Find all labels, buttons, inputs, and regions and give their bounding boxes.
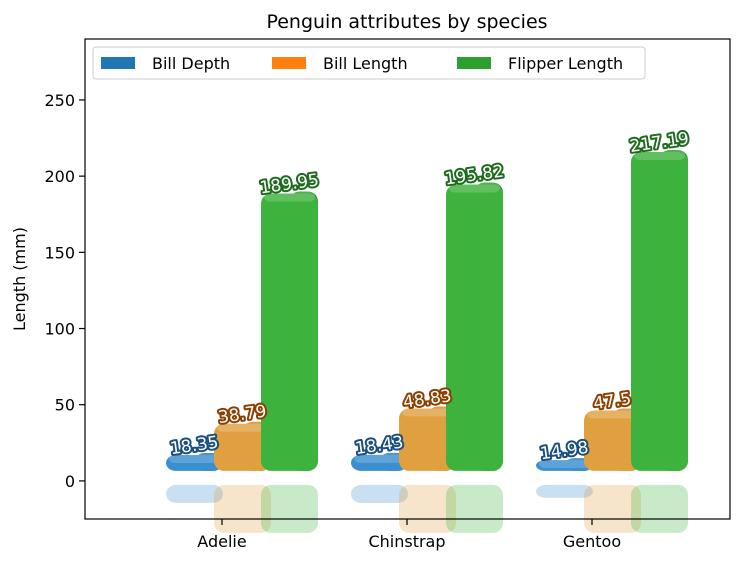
y-tick-label-3: 150 [44,243,75,262]
x-tick-label-2: Gentoo [563,532,621,551]
bar-top-2-1 [449,182,500,193]
chart-title: Penguin attributes by species [266,11,547,33]
y-axis: 0 50 100 150 200 250 [44,91,85,491]
legend-label-0: Bill Depth [152,54,230,73]
bar-top-2-0 [264,191,315,202]
y-tick-label-0: 0 [65,472,75,491]
bar-bill-length-0 [214,423,271,471]
bar-top-0-1 [354,452,405,463]
data-label-2-0: 189.95 [259,170,321,198]
bar-reflection-1-1 [399,484,456,533]
bar-reflection-2-1 [446,484,503,533]
legend: Bill Depth Bill Length Flipper Length [92,46,646,80]
y-tick-label-5: 250 [44,91,75,110]
y-tick-label-1: 50 [55,396,75,415]
bar-reflection-0-0 [166,484,223,503]
bar-bill-depth-0 [166,454,223,471]
bar-top-2-2 [634,149,685,160]
x-axis: Adelie Chinstrap Gentoo [197,519,621,551]
x-tick-label-0: Adelie [197,532,246,551]
bar-top-1-1 [402,406,453,417]
bar-top-1-2 [587,408,638,419]
x-tick-label-1: Chinstrap [368,532,445,551]
y-tick-label-2: 100 [44,320,75,339]
y-tick-label-4: 200 [44,167,75,186]
legend-swatch-1 [272,57,306,69]
bar-reflection-1-0 [214,484,271,533]
bar-flipper-length-1 [446,184,503,471]
bar-flipper-length-0 [261,193,318,471]
bar-reflection-2-0 [261,484,318,533]
bar-reflection-1-2 [584,484,641,533]
legend-label-2: Flipper Length [508,54,623,73]
bar-top-1-0 [217,421,268,432]
bar-reflection-0-2 [536,484,593,498]
bar-bill-length-2 [584,410,641,471]
bar-bill-depth-2 [536,460,593,471]
bar-reflections [166,484,688,533]
bar-bill-depth-1 [351,454,408,471]
bars-group [166,149,688,471]
bar-flipper-length-2 [631,151,688,471]
bar-top-0-0 [169,452,220,463]
y-axis-label: Length (mm) [10,227,29,331]
bar-reflection-2-2 [631,484,688,533]
legend-frame [92,46,646,80]
bar-bill-length-1 [399,408,456,471]
legend-label-1: Bill Length [323,54,408,73]
bar-top-0-2 [539,458,590,469]
legend-swatch-0 [101,57,135,69]
legend-swatch-2 [457,57,491,69]
bar-reflection-0-1 [351,484,408,503]
